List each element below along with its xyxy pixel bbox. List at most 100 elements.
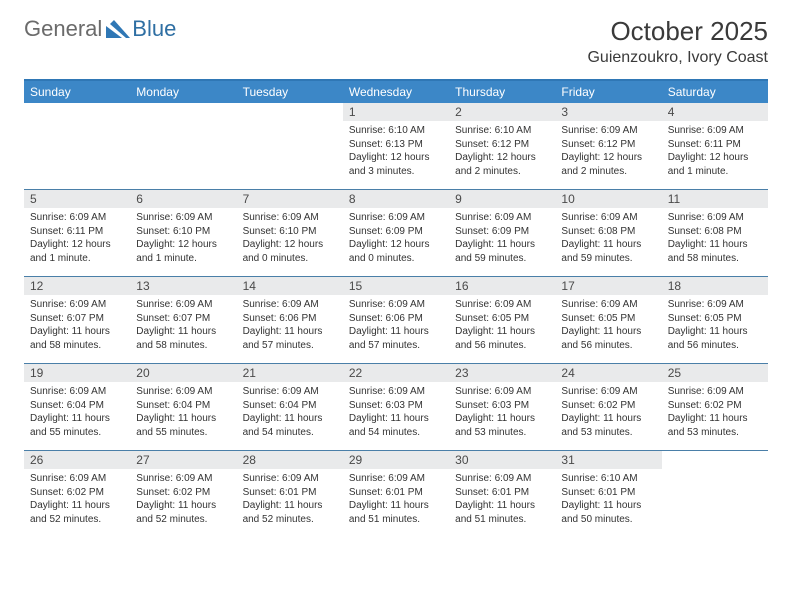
weekday-header: Monday xyxy=(130,81,236,103)
day-body: Sunrise: 6:09 AMSunset: 6:04 PMDaylight:… xyxy=(130,382,236,443)
day-cell: 31Sunrise: 6:10 AMSunset: 6:01 PMDayligh… xyxy=(555,451,661,537)
day-cell: 28Sunrise: 6:09 AMSunset: 6:01 PMDayligh… xyxy=(237,451,343,537)
day-cell: 13Sunrise: 6:09 AMSunset: 6:07 PMDayligh… xyxy=(130,277,236,363)
day-body: Sunrise: 6:09 AMSunset: 6:01 PMDaylight:… xyxy=(237,469,343,530)
day-cell: 19Sunrise: 6:09 AMSunset: 6:04 PMDayligh… xyxy=(24,364,130,450)
weekday-header: Tuesday xyxy=(237,81,343,103)
day-number: 3 xyxy=(555,103,661,121)
calendar-grid: SundayMondayTuesdayWednesdayThursdayFrid… xyxy=(24,79,768,537)
day-number: 2 xyxy=(449,103,555,121)
day-body: Sunrise: 6:09 AMSunset: 6:03 PMDaylight:… xyxy=(449,382,555,443)
day-number: 31 xyxy=(555,451,661,469)
day-cell: 12Sunrise: 6:09 AMSunset: 6:07 PMDayligh… xyxy=(24,277,130,363)
day-body: Sunrise: 6:09 AMSunset: 6:03 PMDaylight:… xyxy=(343,382,449,443)
day-body: Sunrise: 6:09 AMSunset: 6:09 PMDaylight:… xyxy=(343,208,449,269)
title-block: October 2025 Guienzoukro, Ivory Coast xyxy=(587,16,768,67)
day-body: Sunrise: 6:09 AMSunset: 6:11 PMDaylight:… xyxy=(662,121,768,182)
day-cell: 27Sunrise: 6:09 AMSunset: 6:02 PMDayligh… xyxy=(130,451,236,537)
day-cell xyxy=(24,103,130,189)
day-cell: 18Sunrise: 6:09 AMSunset: 6:05 PMDayligh… xyxy=(662,277,768,363)
day-cell xyxy=(130,103,236,189)
day-cell: 26Sunrise: 6:09 AMSunset: 6:02 PMDayligh… xyxy=(24,451,130,537)
week-row: 26Sunrise: 6:09 AMSunset: 6:02 PMDayligh… xyxy=(24,450,768,537)
day-body: Sunrise: 6:09 AMSunset: 6:04 PMDaylight:… xyxy=(237,382,343,443)
day-cell: 7Sunrise: 6:09 AMSunset: 6:10 PMDaylight… xyxy=(237,190,343,276)
day-number: 17 xyxy=(555,277,661,295)
day-body: Sunrise: 6:09 AMSunset: 6:02 PMDaylight:… xyxy=(555,382,661,443)
day-number: 11 xyxy=(662,190,768,208)
logo-text-blue: Blue xyxy=(132,16,176,42)
day-body: Sunrise: 6:09 AMSunset: 6:10 PMDaylight:… xyxy=(237,208,343,269)
day-cell: 8Sunrise: 6:09 AMSunset: 6:09 PMDaylight… xyxy=(343,190,449,276)
day-body: Sunrise: 6:09 AMSunset: 6:07 PMDaylight:… xyxy=(24,295,130,356)
day-number: 27 xyxy=(130,451,236,469)
day-body: Sunrise: 6:09 AMSunset: 6:06 PMDaylight:… xyxy=(343,295,449,356)
day-cell: 16Sunrise: 6:09 AMSunset: 6:05 PMDayligh… xyxy=(449,277,555,363)
day-cell xyxy=(662,451,768,537)
day-number: 6 xyxy=(130,190,236,208)
weekday-header: Sunday xyxy=(24,81,130,103)
day-body: Sunrise: 6:09 AMSunset: 6:02 PMDaylight:… xyxy=(24,469,130,530)
day-cell: 1Sunrise: 6:10 AMSunset: 6:13 PMDaylight… xyxy=(343,103,449,189)
day-cell xyxy=(237,103,343,189)
day-number: 7 xyxy=(237,190,343,208)
day-number: 13 xyxy=(130,277,236,295)
day-number: 14 xyxy=(237,277,343,295)
day-cell: 2Sunrise: 6:10 AMSunset: 6:12 PMDaylight… xyxy=(449,103,555,189)
week-row: 1Sunrise: 6:10 AMSunset: 6:13 PMDaylight… xyxy=(24,103,768,189)
day-body: Sunrise: 6:09 AMSunset: 6:02 PMDaylight:… xyxy=(662,382,768,443)
day-cell: 25Sunrise: 6:09 AMSunset: 6:02 PMDayligh… xyxy=(662,364,768,450)
day-number: 18 xyxy=(662,277,768,295)
day-number: 19 xyxy=(24,364,130,382)
day-number: 25 xyxy=(662,364,768,382)
day-number: 29 xyxy=(343,451,449,469)
header: General Blue October 2025 Guienzoukro, I… xyxy=(24,16,768,67)
day-body: Sunrise: 6:09 AMSunset: 6:02 PMDaylight:… xyxy=(130,469,236,530)
day-cell: 4Sunrise: 6:09 AMSunset: 6:11 PMDaylight… xyxy=(662,103,768,189)
day-number: 22 xyxy=(343,364,449,382)
day-number: 26 xyxy=(24,451,130,469)
day-cell: 30Sunrise: 6:09 AMSunset: 6:01 PMDayligh… xyxy=(449,451,555,537)
month-title: October 2025 xyxy=(587,16,768,47)
day-cell: 9Sunrise: 6:09 AMSunset: 6:09 PMDaylight… xyxy=(449,190,555,276)
day-cell: 17Sunrise: 6:09 AMSunset: 6:05 PMDayligh… xyxy=(555,277,661,363)
weekday-header: Thursday xyxy=(449,81,555,103)
day-cell: 5Sunrise: 6:09 AMSunset: 6:11 PMDaylight… xyxy=(24,190,130,276)
weekday-header-row: SundayMondayTuesdayWednesdayThursdayFrid… xyxy=(24,81,768,103)
day-body: Sunrise: 6:09 AMSunset: 6:09 PMDaylight:… xyxy=(449,208,555,269)
day-number: 30 xyxy=(449,451,555,469)
day-number: 5 xyxy=(24,190,130,208)
week-row: 12Sunrise: 6:09 AMSunset: 6:07 PMDayligh… xyxy=(24,276,768,363)
day-body: Sunrise: 6:09 AMSunset: 6:05 PMDaylight:… xyxy=(555,295,661,356)
day-number: 9 xyxy=(449,190,555,208)
day-body: Sunrise: 6:09 AMSunset: 6:06 PMDaylight:… xyxy=(237,295,343,356)
day-cell: 6Sunrise: 6:09 AMSunset: 6:10 PMDaylight… xyxy=(130,190,236,276)
day-number: 23 xyxy=(449,364,555,382)
day-cell: 24Sunrise: 6:09 AMSunset: 6:02 PMDayligh… xyxy=(555,364,661,450)
day-cell: 22Sunrise: 6:09 AMSunset: 6:03 PMDayligh… xyxy=(343,364,449,450)
day-cell: 15Sunrise: 6:09 AMSunset: 6:06 PMDayligh… xyxy=(343,277,449,363)
day-number: 16 xyxy=(449,277,555,295)
day-body: Sunrise: 6:09 AMSunset: 6:01 PMDaylight:… xyxy=(449,469,555,530)
logo-text-general: General xyxy=(24,16,102,42)
day-body: Sunrise: 6:09 AMSunset: 6:12 PMDaylight:… xyxy=(555,121,661,182)
day-cell: 29Sunrise: 6:09 AMSunset: 6:01 PMDayligh… xyxy=(343,451,449,537)
day-cell: 10Sunrise: 6:09 AMSunset: 6:08 PMDayligh… xyxy=(555,190,661,276)
day-number: 15 xyxy=(343,277,449,295)
location: Guienzoukro, Ivory Coast xyxy=(587,49,768,67)
day-body: Sunrise: 6:09 AMSunset: 6:08 PMDaylight:… xyxy=(555,208,661,269)
week-row: 5Sunrise: 6:09 AMSunset: 6:11 PMDaylight… xyxy=(24,189,768,276)
day-body: Sunrise: 6:09 AMSunset: 6:07 PMDaylight:… xyxy=(130,295,236,356)
day-body: Sunrise: 6:09 AMSunset: 6:08 PMDaylight:… xyxy=(662,208,768,269)
day-number: 1 xyxy=(343,103,449,121)
day-body: Sunrise: 6:09 AMSunset: 6:11 PMDaylight:… xyxy=(24,208,130,269)
day-body: Sunrise: 6:09 AMSunset: 6:10 PMDaylight:… xyxy=(130,208,236,269)
day-body: Sunrise: 6:10 AMSunset: 6:01 PMDaylight:… xyxy=(555,469,661,530)
day-number: 8 xyxy=(343,190,449,208)
weekday-header: Wednesday xyxy=(343,81,449,103)
calendar-page: General Blue October 2025 Guienzoukro, I… xyxy=(0,0,792,553)
day-number: 12 xyxy=(24,277,130,295)
day-body: Sunrise: 6:10 AMSunset: 6:13 PMDaylight:… xyxy=(343,121,449,182)
day-number: 4 xyxy=(662,103,768,121)
day-number: 10 xyxy=(555,190,661,208)
